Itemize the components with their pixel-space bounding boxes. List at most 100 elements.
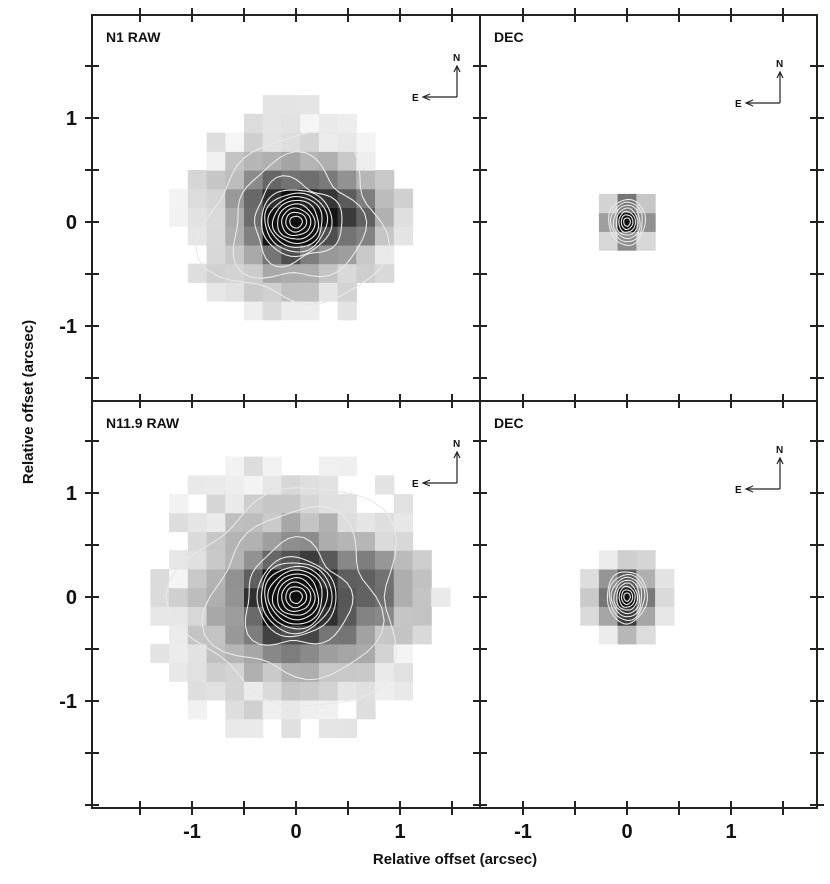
image-pixel [206,512,226,533]
compass-n1-raw: NE [412,53,461,104]
image-pixel [318,700,339,720]
image-pixel [617,568,637,589]
image-pixel [225,244,245,265]
image-pixel [375,263,395,283]
image-pixel [393,494,414,514]
image-pixel [244,282,264,302]
image-pixel [318,587,339,607]
image-pixel [337,301,357,321]
contour-line [613,579,641,615]
outer-frame [91,14,818,809]
image-pixel [262,301,282,321]
image-pixel [244,531,264,551]
image-pixel [375,681,395,701]
image-pixel [636,625,656,645]
image-pixel [262,132,282,152]
image-pixel [244,475,264,495]
image-pixel [318,681,339,701]
image-pixel [244,718,264,738]
image-pixel [225,282,245,302]
image-pixel [206,662,226,682]
image-pixel [225,456,245,476]
image-pixel [375,226,395,246]
compass-east-head [421,479,431,487]
image-pixel [318,606,339,626]
image-pixel [244,643,264,664]
image-pixel [262,151,282,171]
image-pixel [206,188,226,208]
image-pixel [187,643,208,664]
image-pixel [225,606,245,626]
image-pixel [356,531,376,551]
image-pixel [244,263,264,283]
image-pixel [393,550,414,570]
image-pixel [655,568,675,589]
image-pixel [244,606,264,626]
image-pixel [187,550,208,570]
x-tick-label: 0 [621,821,632,843]
image-pixel [281,625,301,645]
compass-north-head [776,70,784,79]
image-pixel [318,244,339,265]
image-pixel [318,531,339,551]
image-pixel [244,113,264,134]
y-tick-label: -1 [59,691,77,713]
image-pixel [225,643,245,664]
contour-line [277,577,316,616]
image-pixel [262,512,282,533]
image-pixel [262,170,282,190]
image-pixel [225,681,245,701]
image-pixel [393,226,414,246]
image-pixel [356,662,376,682]
image-pixel [375,207,395,227]
image-pixel [169,188,189,208]
image-pixel [150,606,170,626]
image-pixel [206,531,226,551]
image-pixel [262,113,282,134]
y-tick-label: 0 [66,212,77,234]
image-pixel [150,568,170,589]
image-pixel [300,475,320,495]
image-pixel [412,550,432,570]
image-pixel [356,625,376,645]
image-pixel [318,625,339,645]
image-pixel [206,226,226,246]
contour-line [271,199,320,245]
image-pixel [375,662,395,682]
image-pixel [617,606,637,626]
image-pixel [262,700,282,720]
image-pixel [356,132,376,152]
x-tick-label: -1 [514,821,532,843]
image-pixel [262,263,282,283]
image-pixel [318,207,339,227]
contour-line [256,556,337,638]
image-pixel [206,132,226,152]
contour-line [264,565,329,630]
compass-east-label: E [412,479,419,490]
image-pixel [262,643,282,664]
image-pixel [244,568,264,589]
image-pixel [655,606,675,626]
compass-east-head [421,93,431,101]
panel-label-n1-dec: DEC [494,29,524,45]
image-pixel [169,568,189,589]
image-pixel [262,681,282,701]
contour-line [244,535,354,646]
image-pixel [337,170,357,190]
image-pixel [169,662,189,682]
x-tick-label: 1 [394,821,405,843]
y-tick-label: -1 [59,316,77,338]
contour-line [271,573,320,621]
image-pixel [617,625,637,645]
image-pixel [300,226,320,246]
contour-line [623,217,631,227]
compass-north-label: N [776,445,783,456]
image-pixel [598,587,619,607]
compass-north-label: N [453,53,460,64]
image-pixel [393,662,414,682]
contour-line [289,215,303,229]
image-pixel [356,700,376,720]
panels-layer [150,95,675,738]
image-pixel [187,625,208,645]
image-pixel [318,512,339,533]
